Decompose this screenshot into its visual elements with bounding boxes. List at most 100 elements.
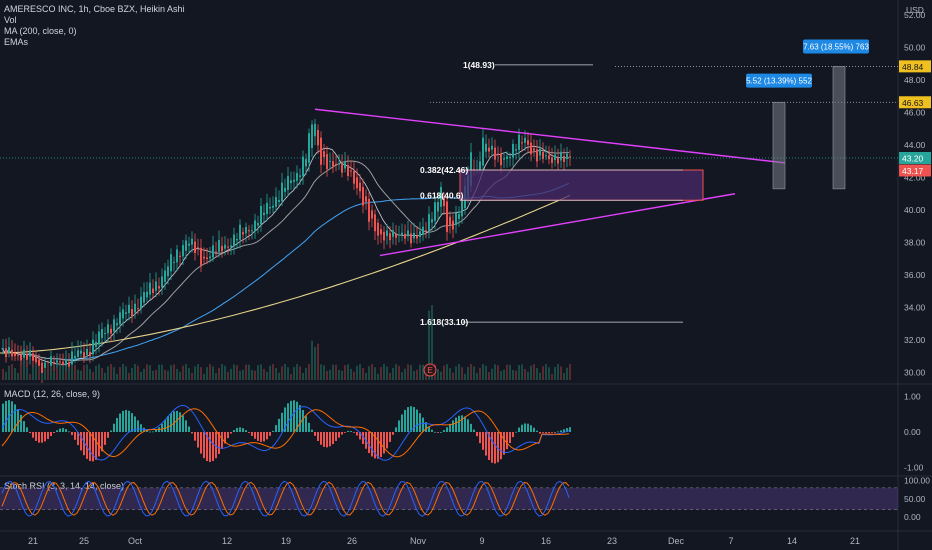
macd-histogram-bar (23, 421, 25, 432)
volume-bar (125, 366, 127, 380)
candle-body (254, 220, 256, 231)
macd-histogram-bar (326, 432, 328, 448)
candle-body (185, 240, 187, 251)
candle-body (554, 154, 556, 161)
volume-bar (476, 373, 478, 380)
volume-bar (200, 367, 202, 380)
macd-histogram-bar (227, 432, 229, 439)
volume-bar (350, 368, 352, 380)
volume-bar (95, 365, 97, 380)
ma-label[interactable]: MA (200, close, 0) (4, 26, 77, 36)
candle-body (209, 256, 211, 259)
macd-histogram-bar (272, 430, 274, 432)
volume-bar (494, 364, 496, 380)
macd-histogram-bar (191, 432, 193, 434)
macd-histogram-bar (185, 420, 187, 432)
volume-bar (173, 364, 175, 380)
fib-zone-box (459, 169, 704, 201)
chart-legend: AMERESCO INC, 1h, Cboe BZX, Heikin Ashi … (4, 4, 185, 48)
macd-histogram-bar (443, 430, 445, 432)
volume-bar (512, 369, 514, 380)
volume-bar (53, 371, 55, 380)
candle-body (20, 354, 22, 361)
volume-bar (80, 370, 82, 380)
macd-histogram-bar (359, 432, 361, 440)
target-label-1: 5.52 (13.39%) 552 (746, 77, 812, 86)
volume-bar (515, 370, 517, 380)
candle-body (206, 257, 208, 260)
volume-bar (296, 364, 298, 380)
macd-histogram-bar (50, 432, 52, 437)
price-tick-label: 38.00 (904, 238, 926, 248)
candle-body (362, 186, 364, 206)
symbol-title[interactable]: AMERESCO INC, 1h, Cboe BZX, Heikin Ashi (4, 4, 185, 14)
volume-bar (56, 368, 58, 380)
candle-body (518, 134, 520, 150)
volume-bar (92, 371, 94, 380)
macd-histogram-bar (224, 432, 226, 444)
macd-histogram-bar (488, 432, 490, 461)
fib-1-label: 1(48.93) (463, 60, 495, 70)
volume-bar (467, 367, 469, 380)
candle-body (32, 353, 34, 361)
macd-histogram-bar (188, 426, 190, 432)
candle-body (557, 157, 559, 164)
candle-body (323, 151, 325, 158)
volume-bar (422, 364, 424, 380)
macd-histogram-bar (485, 432, 487, 456)
macd-histogram-bar (494, 432, 496, 464)
macd-histogram-bar (212, 432, 214, 461)
volume-bar (179, 371, 181, 380)
stoch-title[interactable]: Stoch RSI (3, 3, 14, 14, close) (4, 481, 125, 491)
macd-histogram-bar (140, 424, 142, 432)
price-badge-label: 43.17 (902, 166, 924, 176)
macd-histogram-bar (53, 432, 55, 433)
time-tick-label: 14 (787, 536, 797, 546)
candle-body (239, 224, 241, 240)
macd-histogram-bar (425, 422, 427, 432)
candle-body (287, 176, 289, 190)
candle-body (221, 245, 223, 252)
macd-histogram-bar (119, 413, 121, 432)
volume-bar (323, 365, 325, 380)
volume-bar (161, 364, 163, 380)
time-tick-label: 19 (281, 536, 291, 546)
volume-bar (257, 365, 259, 380)
vol-label[interactable]: Vol (4, 15, 17, 25)
macd-histogram-bar (62, 428, 64, 432)
volume-bar (557, 364, 559, 380)
macd-histogram-bar (242, 428, 244, 432)
candle-body (116, 323, 118, 326)
emas-label[interactable]: EMAs (4, 37, 29, 47)
fib-0382-label: 0.382(42.46) (420, 165, 468, 175)
macd-title[interactable]: MACD (12, 26, close, 9) (4, 389, 101, 399)
macd-histogram-bar (506, 432, 508, 450)
macd-histogram-bar (398, 420, 400, 432)
candle-body (137, 308, 139, 310)
candle-body (272, 205, 274, 208)
volume-bar (182, 365, 184, 380)
candle-body (524, 137, 526, 143)
stoch-band (0, 487, 898, 510)
volume-bar (533, 364, 535, 380)
volume-bar (251, 369, 253, 380)
macd-histogram-bar (254, 432, 256, 439)
macd-histogram-bar (521, 424, 523, 432)
macd-histogram-bar (548, 432, 550, 434)
price-badge (899, 152, 931, 164)
candle-body (446, 201, 448, 232)
volume-bar (302, 373, 304, 380)
macd-histogram-bar (287, 403, 289, 432)
price-tick-label: 48.00 (904, 75, 926, 85)
price-badge-label: 46.63 (902, 98, 924, 108)
volume-bar (503, 369, 505, 380)
price-badge-label: 48.84 (902, 62, 924, 72)
macd-histogram-bar (467, 419, 469, 432)
macd-histogram-bar (389, 432, 391, 442)
candle-body (41, 362, 43, 374)
candle-body (8, 347, 10, 353)
volume-bar (146, 364, 148, 380)
macd-histogram-bar (515, 431, 517, 433)
candle-body (278, 200, 280, 202)
